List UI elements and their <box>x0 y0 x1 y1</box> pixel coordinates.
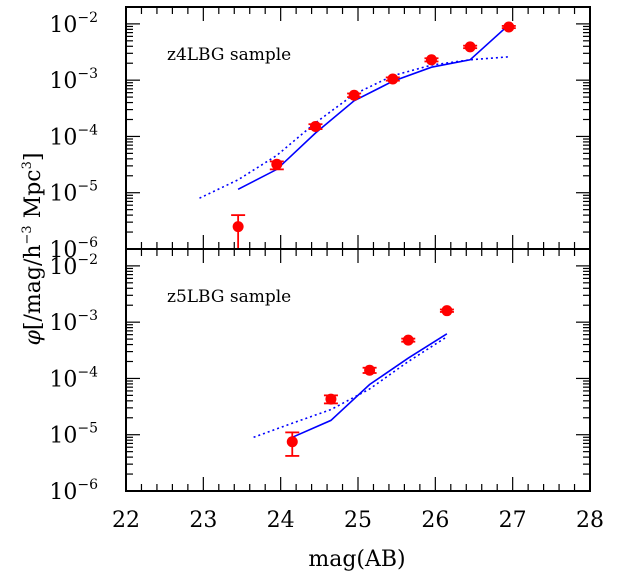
y-axis-label: φ[/mag/h−3 Mpc3] <box>20 152 46 345</box>
y-tick-label-exp: −2 <box>77 252 98 268</box>
dotted-model-line <box>199 56 509 199</box>
data-point <box>271 158 283 170</box>
data-point <box>441 305 453 317</box>
data-point <box>425 54 437 66</box>
data-point <box>286 436 298 448</box>
y-tick-label-base: 10 <box>49 311 77 336</box>
x-tick-label: 22 <box>112 508 140 533</box>
y-tick-label-exp: −5 <box>77 421 98 437</box>
panel-label: z4LBG sample <box>167 45 291 65</box>
data-point <box>464 41 476 53</box>
y-tick-label-base: 10 <box>49 367 77 392</box>
y-tick-label: 10−5 <box>49 421 98 449</box>
y-tick-label: 10−6 <box>49 477 98 505</box>
y-tick-label: 10−2 <box>49 10 98 38</box>
data-point <box>402 334 414 346</box>
solid-model-line <box>237 24 510 191</box>
y-tick-label-exp: −3 <box>77 66 98 82</box>
y-label-main: [/mag/h <box>21 244 46 330</box>
y-tick-label-exp: −6 <box>77 235 98 251</box>
x-tick-label: 24 <box>267 508 295 533</box>
data-point <box>364 364 376 376</box>
y-label-end: ] <box>21 152 46 161</box>
y-label-exp1: −3 <box>20 225 35 244</box>
data-point <box>325 393 337 405</box>
data-point <box>503 21 515 33</box>
y-tick-label: 10−4 <box>49 364 98 392</box>
y-tick-label-base: 10 <box>49 182 77 207</box>
x-tick-label: 26 <box>421 508 449 533</box>
y-tick-label-base: 10 <box>49 13 77 38</box>
y-tick-label: 10−5 <box>49 179 98 207</box>
y-label-symbol: φ <box>21 330 46 346</box>
y-tick-label-exp: −6 <box>77 477 98 493</box>
y-tick-label-exp: −4 <box>77 364 98 380</box>
panel-label: z5LBG sample <box>167 287 291 307</box>
y-tick-label: 10−4 <box>49 122 98 150</box>
y-tick-label-exp: −4 <box>77 122 98 138</box>
y-tick-label: 10−3 <box>49 308 98 336</box>
y-tick-label-base: 10 <box>49 255 77 280</box>
y-tick-label: 10−6 <box>49 235 98 263</box>
y-tick-label-base: 10 <box>49 424 77 449</box>
y-tick-label-base: 10 <box>49 69 77 94</box>
data-point <box>309 121 321 133</box>
panel-frame <box>125 6 591 250</box>
dotted-model-line <box>253 336 448 439</box>
y-tick-label: 10−2 <box>49 252 98 280</box>
y-tick-label-base: 10 <box>49 480 77 505</box>
data-point <box>232 221 244 233</box>
y-label-mid: Mpc <box>21 169 46 225</box>
y-tick-label-base: 10 <box>49 125 77 150</box>
y-tick-label-exp: −2 <box>77 10 98 26</box>
data-point <box>348 89 360 101</box>
panel-frame <box>125 248 591 492</box>
x-tick-label: 25 <box>344 508 372 533</box>
solid-model-line <box>291 333 448 439</box>
x-axis-label: mag(AB) <box>308 547 405 572</box>
y-tick-label: 10−3 <box>49 66 98 94</box>
y-tick-label-exp: −3 <box>77 308 98 324</box>
x-tick-label: 28 <box>576 508 604 533</box>
x-tick-label: 27 <box>499 508 527 533</box>
y-axis-label-text: φ[/mag/h−3 Mpc3] <box>20 152 46 345</box>
y-tick-label-exp: −5 <box>77 179 98 195</box>
y-label-exp2: 3 <box>20 161 35 169</box>
x-tick-label: 23 <box>189 508 217 533</box>
data-point <box>387 73 399 85</box>
y-tick-label-base: 10 <box>49 238 77 263</box>
